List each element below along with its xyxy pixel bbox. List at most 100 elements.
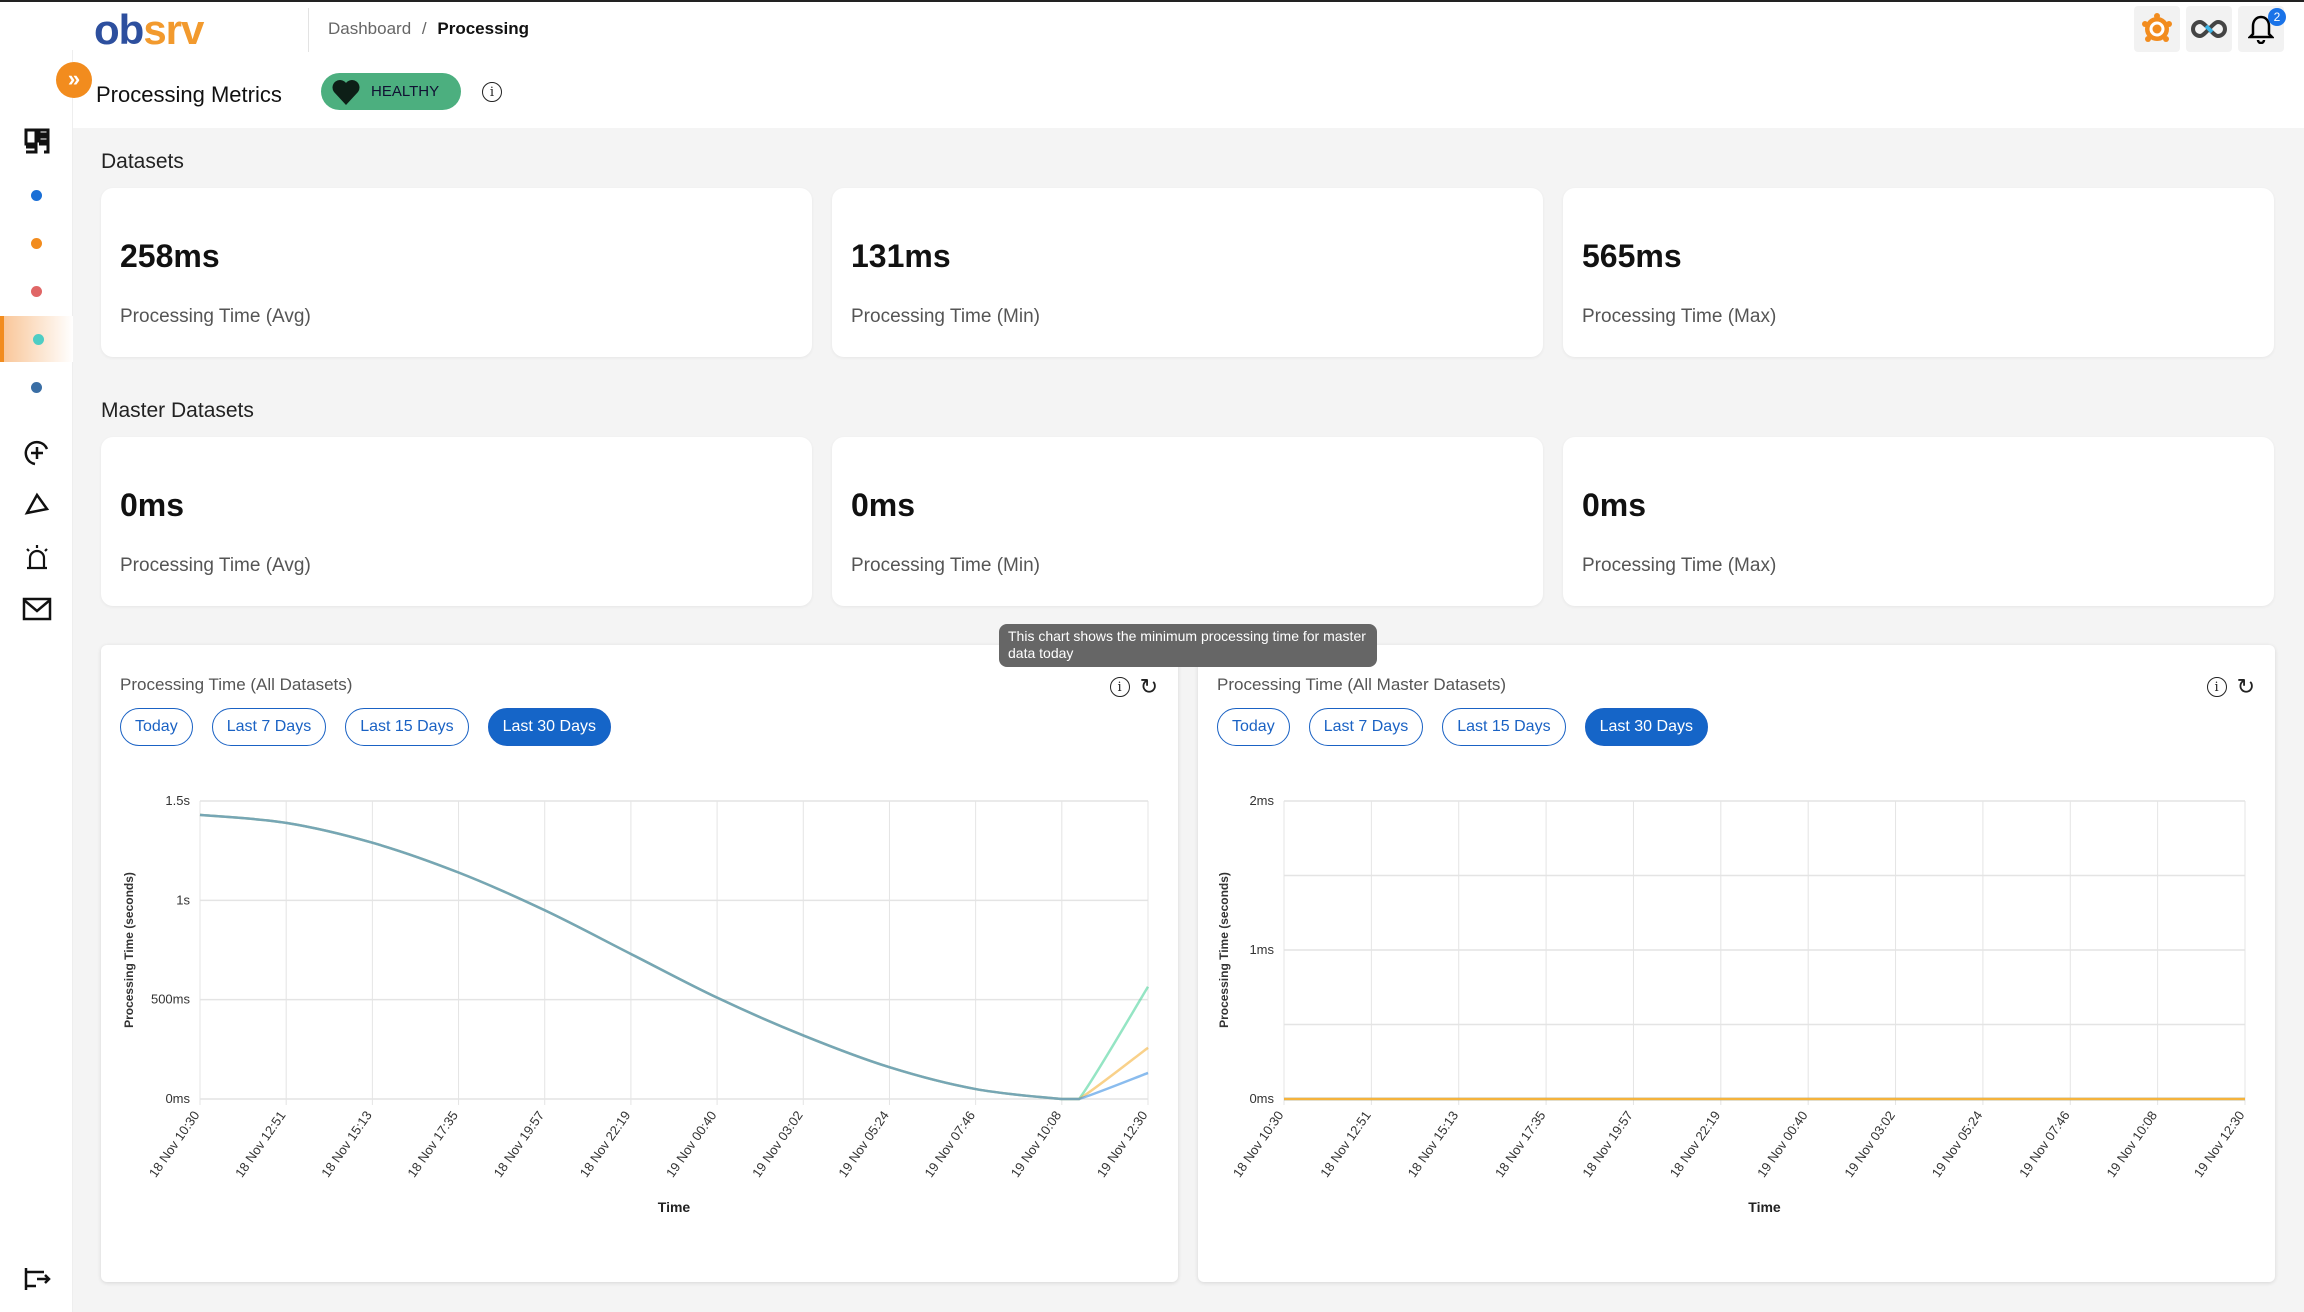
- x-tick-label: 18 Nov 22:19: [1667, 1108, 1724, 1180]
- metric-label: Processing Time (Min): [851, 555, 1040, 576]
- page-info-icon[interactable]: i: [482, 82, 502, 102]
- siren-icon: [25, 545, 48, 570]
- chart-info-icon[interactable]: i: [2206, 677, 2227, 697]
- sidebar-item-processing[interactable]: [0, 316, 73, 362]
- notification-badge: 2: [2268, 8, 2286, 26]
- range-7-days-button[interactable]: Last 7 Days: [211, 708, 327, 746]
- chart-title: Processing Time (All Datasets): [120, 675, 353, 694]
- sidebar-item-1[interactable]: [0, 172, 73, 218]
- bell-icon: [2248, 15, 2274, 44]
- expand-sidebar-button[interactable]: »: [56, 62, 92, 98]
- obsrv-logo[interactable]: obsrv: [94, 6, 204, 54]
- x-tick-label: 19 Nov 05:24: [835, 1108, 892, 1180]
- series-line-min: [199, 813, 1149, 1101]
- sidebar-item-dashboard[interactable]: [0, 118, 73, 164]
- range-7-days-button[interactable]: Last 7 Days: [1308, 708, 1424, 746]
- range-15-days-button[interactable]: Last 15 Days: [345, 708, 469, 746]
- y-tick-label: 1.5s: [165, 793, 190, 808]
- dashboard-icon: [24, 128, 49, 154]
- x-tick-label: 18 Nov 19:57: [1579, 1108, 1636, 1180]
- infinity-button[interactable]: [2186, 6, 2232, 52]
- sidebar: [0, 50, 73, 1312]
- range-today-button[interactable]: Today: [1217, 708, 1290, 746]
- x-tick-label: 18 Nov 15:13: [1405, 1108, 1462, 1180]
- logo-part1: ob: [94, 6, 144, 53]
- sidebar-dot-orange: [31, 237, 42, 249]
- sidebar-item-2[interactable]: [0, 220, 73, 266]
- chart-info-icon[interactable]: i: [1109, 677, 1130, 697]
- metric-label: Processing Time (Max): [1582, 555, 1777, 576]
- metric-value: 258ms: [120, 238, 220, 274]
- y-tick-label: 0ms: [1249, 1091, 1274, 1106]
- x-tick-label: 18 Nov 10:30: [1230, 1108, 1287, 1180]
- health-status-text: HEALTHY: [371, 83, 440, 100]
- x-tick-label: 19 Nov 10:08: [1008, 1108, 1065, 1180]
- chart-title: Processing Time (All Master Datasets): [1217, 675, 1507, 694]
- heart-icon: [332, 79, 360, 105]
- metric-value: 0ms: [1582, 487, 1647, 523]
- health-status-badge: HEALTHY: [321, 73, 461, 110]
- breadcrumb-dashboard[interactable]: Dashboard: [328, 19, 412, 38]
- metric-card-master-max: 0ms Processing Time (Max): [1563, 437, 2274, 606]
- sidebar-dot-teal: [33, 333, 44, 345]
- x-tick-label: 19 Nov 12:30: [1094, 1108, 1151, 1180]
- collapse-icon: [24, 1268, 51, 1290]
- add-circle-icon: [24, 440, 48, 466]
- x-tick-label: 19 Nov 12:30: [2191, 1108, 2248, 1180]
- y-tick-label: 1s: [176, 892, 190, 907]
- notifications-button[interactable]: 2: [2238, 6, 2286, 52]
- range-30-days-button[interactable]: Last 30 Days: [1584, 708, 1708, 746]
- mail-icon: [22, 597, 51, 621]
- metric-value: 565ms: [1582, 238, 1682, 274]
- x-tick-label: 18 Nov 19:57: [491, 1108, 548, 1180]
- x-tick-label: 18 Nov 22:19: [577, 1108, 634, 1180]
- grafana-button[interactable]: [2134, 6, 2180, 52]
- chart-tooltip: This chart shows the minimum processing …: [999, 624, 1377, 667]
- metric-card-datasets-avg: 258ms Processing Time (Avg): [101, 188, 812, 357]
- range-15-days-button[interactable]: Last 15 Days: [1442, 708, 1566, 746]
- sidebar-item-3[interactable]: [0, 268, 73, 314]
- chart-panel-datasets: Processing Time (All Datasets) i ↻ Today …: [101, 645, 1178, 1282]
- sidebar-item-add-dataset[interactable]: [0, 430, 73, 476]
- section-title-datasets: Datasets: [101, 150, 184, 173]
- sidebar-collapse-button[interactable]: [0, 1256, 73, 1302]
- refresh-icon[interactable]: ↻: [2236, 674, 2255, 699]
- chart-panel-master-datasets: Processing Time (All Master Datasets) i ↻…: [1198, 645, 2275, 1282]
- megaphone-icon: [24, 492, 49, 515]
- refresh-icon[interactable]: ↻: [1139, 674, 1158, 699]
- x-axis-title: Time: [658, 1199, 691, 1215]
- metric-label: Processing Time (Max): [1582, 306, 1777, 327]
- x-tick-label: 19 Nov 00:40: [1754, 1108, 1811, 1180]
- metric-value: 0ms: [120, 487, 185, 523]
- metric-value: 0ms: [851, 487, 916, 523]
- y-tick-label: 1ms: [1249, 942, 1274, 957]
- header-divider: [308, 8, 309, 52]
- x-tick-label: 19 Nov 03:02: [1841, 1108, 1898, 1180]
- sidebar-item-5[interactable]: [0, 364, 73, 410]
- x-tick-label: 18 Nov 17:35: [404, 1108, 461, 1180]
- page-title: Processing Metrics: [96, 82, 282, 107]
- metric-label: Processing Time (Min): [851, 306, 1040, 327]
- sidebar-item-alarm[interactable]: [0, 534, 73, 580]
- y-tick-label: 2ms: [1249, 793, 1274, 808]
- logo-part2: srv: [143, 6, 204, 53]
- grafana-icon: [2142, 13, 2172, 42]
- metric-card-master-min: 0ms Processing Time (Min): [832, 437, 1543, 606]
- range-today-button[interactable]: Today: [120, 708, 193, 746]
- metric-card-datasets-min: 131ms Processing Time (Min): [832, 188, 1543, 357]
- sidebar-item-alerts[interactable]: [0, 482, 73, 528]
- y-tick-label: 500ms: [151, 992, 191, 1007]
- line-chart: 18 Nov 10:30 18 Nov 12:51 18 Nov 15:13 18 N…: [122, 793, 1151, 1215]
- x-tick-label: 19 Nov 07:46: [921, 1108, 978, 1180]
- x-tick-label: 18 Nov 15:13: [318, 1108, 375, 1180]
- metric-card-datasets-max: 565ms Processing Time (Max): [1563, 188, 2274, 357]
- range-30-days-button[interactable]: Last 30 Days: [487, 708, 611, 746]
- x-axis-title: Time: [1748, 1199, 1781, 1215]
- breadcrumb-separator: /: [421, 19, 427, 38]
- sidebar-item-mail[interactable]: [0, 586, 73, 632]
- y-axis-title: Processing Time (seconds): [1217, 872, 1231, 1028]
- breadcrumb-current: Processing: [437, 19, 530, 38]
- x-tick-label: 19 Nov 07:46: [2016, 1108, 2073, 1180]
- x-tick-label: 18 Nov 12:51: [1317, 1108, 1374, 1180]
- metric-label: Processing Time (Avg): [120, 555, 311, 576]
